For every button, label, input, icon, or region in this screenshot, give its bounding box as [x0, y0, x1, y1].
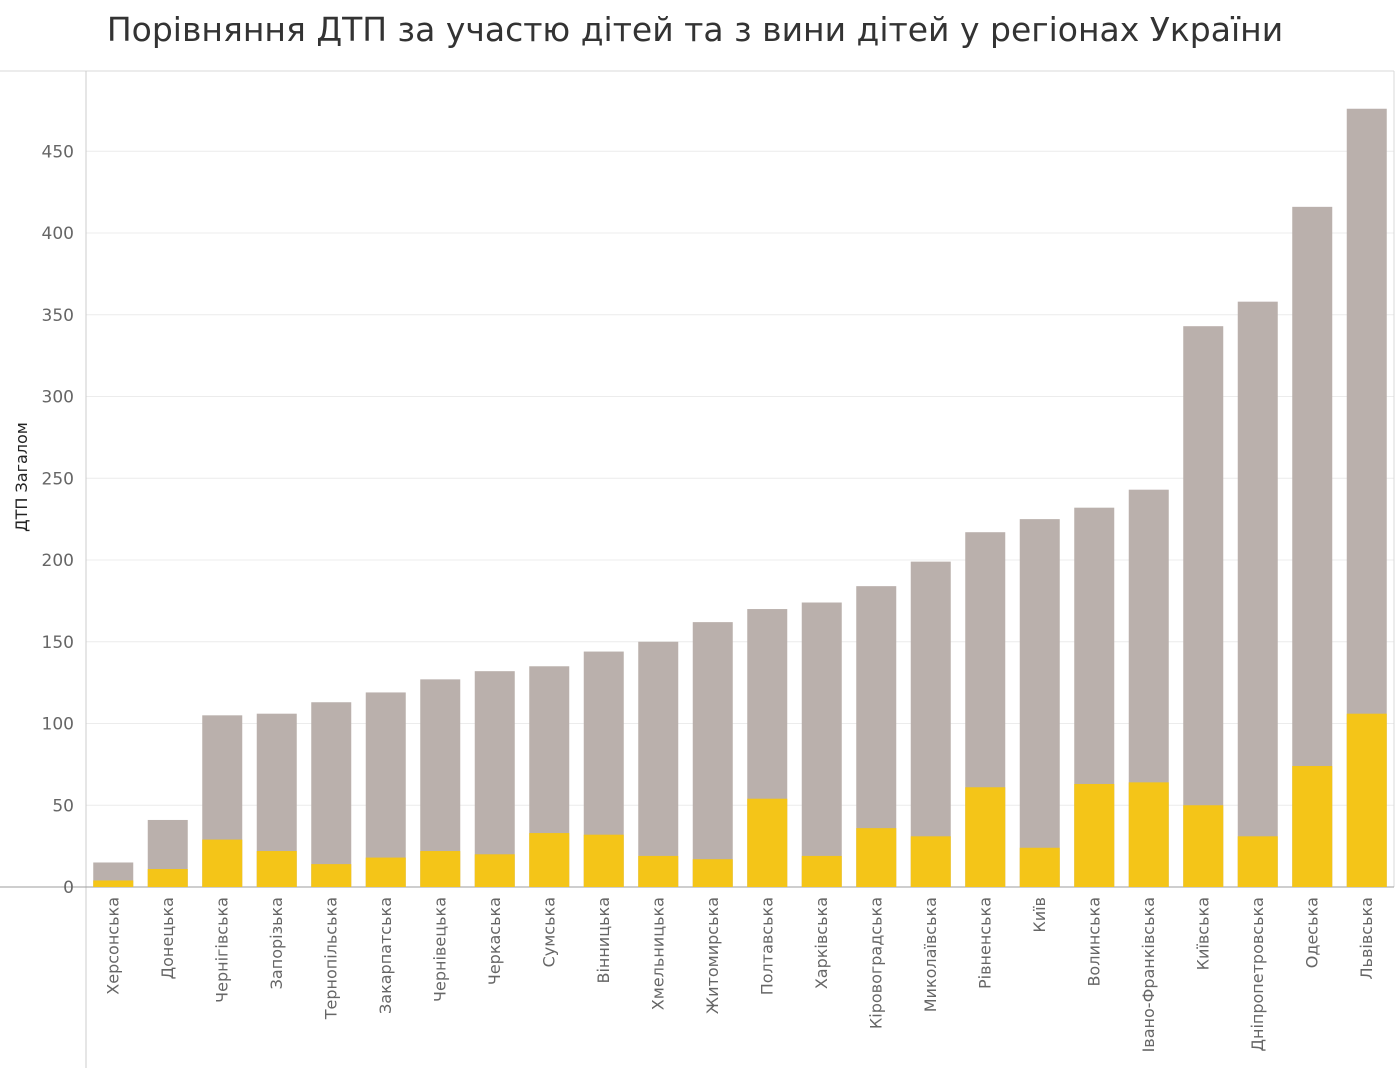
bars [93, 108, 1387, 888]
bar-children [311, 864, 352, 887]
x-category-labels: Херсонська Донецька Чернігівська Запорізька… [103, 897, 1376, 1052]
x-category-label: Черкаська [485, 897, 504, 985]
bar-total [1019, 519, 1060, 887]
bar-total [365, 692, 406, 887]
bar-total [1183, 326, 1224, 887]
x-category-label: Запорізька [267, 897, 286, 989]
bar-children [474, 854, 515, 887]
x-category-label: Волинська [1084, 897, 1103, 987]
x-category-label: Одеська [1302, 897, 1321, 968]
x-category-label: Київська [1193, 897, 1212, 970]
x-category-label: Рівненська [975, 897, 994, 989]
x-category-label: Тернопільська [321, 897, 340, 1020]
chart-title: Порівняння ДТП за участю дітей та з вини… [106, 10, 1284, 49]
bar-children [1292, 766, 1333, 887]
y-tick-label: 200 [42, 551, 74, 571]
y-tick-label: 0 [63, 878, 74, 898]
bar-children [1183, 805, 1224, 887]
x-category-label: Дніпропетровська [1248, 897, 1267, 1052]
x-category-label: Львівська [1357, 897, 1376, 979]
bar-children [1019, 847, 1060, 887]
y-tick-labels: 0 50 100 150 200 250 300 350 400 450 [42, 142, 74, 898]
y-tick-label: 150 [42, 633, 74, 653]
bar-children [910, 836, 951, 887]
x-category-label: Житомирська [703, 897, 722, 1014]
bar-total [801, 602, 842, 887]
bar-total [638, 641, 679, 887]
x-category-label: Кіровоградська [866, 897, 885, 1029]
bar-children [747, 798, 788, 887]
bar-children [692, 859, 733, 887]
bar-children [1128, 782, 1169, 887]
y-tick-label: 400 [42, 224, 74, 244]
x-category-label: Київ [1030, 897, 1049, 933]
bar-total [1237, 301, 1278, 887]
bar-children [529, 833, 570, 887]
y-tick-label: 350 [42, 306, 74, 326]
gridlines [86, 150, 1394, 806]
x-category-label: Донецька [158, 897, 177, 979]
x-category-label: Миколаївська [921, 897, 940, 1012]
bar-total [474, 671, 515, 887]
bar-children [1346, 713, 1387, 887]
x-category-label: Вінницька [594, 897, 613, 984]
bar-children [965, 787, 1006, 887]
bar-children [365, 857, 406, 887]
bar-children [583, 834, 624, 887]
y-tick-label: 100 [42, 715, 74, 735]
bar-total [311, 702, 352, 887]
x-category-label: Чернівецька [430, 897, 449, 1002]
bar-children [202, 839, 243, 887]
bar-children [93, 880, 134, 887]
bar-children [1237, 836, 1278, 887]
x-category-label: Херсонська [103, 897, 122, 995]
bar-total [910, 561, 951, 887]
bar-children [856, 828, 897, 887]
x-category-label: Полтавська [757, 897, 776, 995]
bar-children [801, 855, 842, 887]
x-category-label: Закарпатська [376, 897, 395, 1014]
bar-children [420, 851, 461, 887]
y-tick-label: 450 [42, 142, 74, 162]
x-category-label: Харківська [812, 897, 831, 989]
bar-children [256, 851, 297, 887]
bar-children [1074, 783, 1115, 887]
bar-children [147, 869, 188, 887]
x-category-label: Хмельницька [648, 897, 667, 1010]
y-tick-label: 300 [42, 388, 74, 408]
x-category-label: Івано-Франківська [1139, 897, 1158, 1052]
bar-children [638, 855, 679, 887]
y-axis-title: ДТП Загалом [12, 422, 31, 532]
x-category-label: Сумська [539, 897, 558, 967]
y-tick-label: 250 [42, 469, 74, 489]
x-category-label: Чернігівська [212, 897, 231, 1003]
bar-total [692, 622, 733, 887]
y-tick-label: 50 [52, 796, 74, 816]
